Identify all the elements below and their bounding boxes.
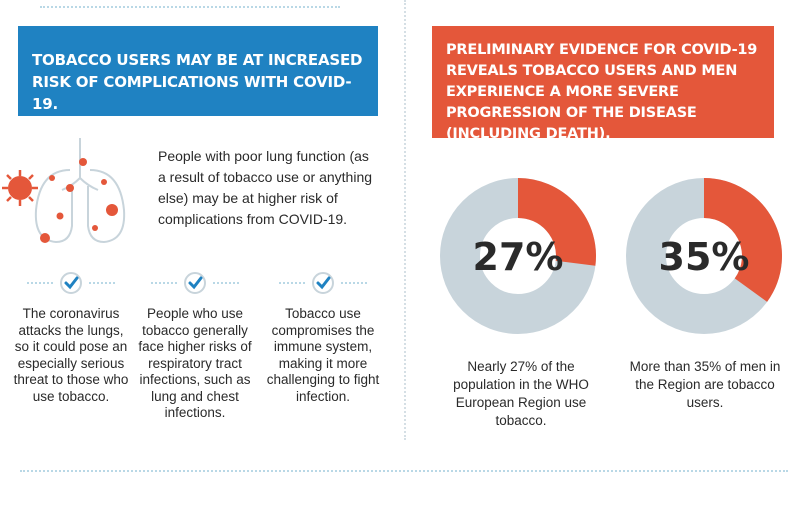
lungs-virus-illustration bbox=[2, 138, 126, 244]
point-3: Tobacco use compromises the immune syste… bbox=[264, 268, 382, 405]
lungs-icon bbox=[34, 138, 126, 244]
dotted-line bbox=[89, 282, 115, 284]
bottom-divider bbox=[20, 470, 788, 472]
left-banner: Tobacco users may be at increased risk o… bbox=[18, 26, 378, 116]
point-text: Tobacco use compromises the immune syste… bbox=[266, 306, 380, 404]
point-text: People who use tobacco generally face hi… bbox=[138, 306, 252, 420]
checkmark-icon bbox=[60, 272, 82, 294]
dotted-line bbox=[279, 282, 305, 284]
donut-segment bbox=[517, 178, 596, 266]
donut-segment bbox=[703, 178, 782, 302]
small-virus-icons bbox=[40, 158, 118, 243]
checkmark-icon bbox=[184, 272, 206, 294]
dotted-line bbox=[213, 282, 239, 284]
virus-icon bbox=[2, 170, 38, 206]
right-banner: Preliminary evidence for COVID-19 reveal… bbox=[432, 26, 774, 142]
donut-chart-35: 35% bbox=[626, 178, 782, 334]
point-1: The coronavirus attacks the lungs, so it… bbox=[12, 268, 130, 405]
donut-label: 27% bbox=[473, 235, 564, 279]
donut-chart-27: 27% bbox=[440, 178, 596, 334]
right-banner-text: Preliminary evidence for COVID-19 reveal… bbox=[446, 42, 758, 142]
top-divider bbox=[40, 6, 340, 8]
point-text: The coronavirus attacks the lungs, so it… bbox=[13, 306, 129, 404]
dotted-line bbox=[151, 282, 177, 284]
left-banner-text: Tobacco users may be at increased risk o… bbox=[32, 51, 363, 113]
lung-function-text: People with poor lung function (as a res… bbox=[158, 148, 373, 227]
vertical-divider bbox=[404, 0, 406, 440]
dotted-line bbox=[341, 282, 367, 284]
checkmark-icon bbox=[312, 272, 334, 294]
dotted-line bbox=[27, 282, 53, 284]
stat-caption: More than 35% of men in the Region are t… bbox=[629, 359, 781, 410]
point-2: People who use tobacco generally face hi… bbox=[136, 268, 254, 422]
stat-caption: Nearly 27% of the population in the WHO … bbox=[453, 359, 589, 428]
donut-label: 35% bbox=[659, 235, 750, 279]
